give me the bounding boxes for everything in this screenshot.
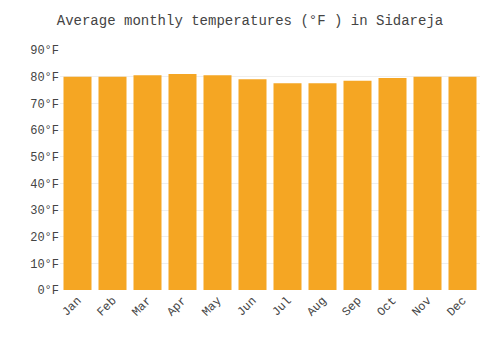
svg-text:Aug: Aug [304,294,329,319]
svg-text:Jul: Jul [269,294,294,319]
svg-text:0°F: 0°F [37,284,59,298]
svg-text:May: May [199,294,224,319]
svg-text:Mar: Mar [129,294,154,319]
svg-text:Sep: Sep [339,294,364,319]
svg-text:Nov: Nov [409,294,434,319]
svg-text:30°F: 30°F [30,204,59,218]
svg-text:Jan: Jan [59,294,84,319]
svg-text:Oct: Oct [374,294,399,319]
svg-text:10°F: 10°F [30,258,59,272]
svg-text:50°F: 50°F [30,151,59,165]
svg-text:20°F: 20°F [30,231,59,245]
svg-text:Feb: Feb [94,294,119,319]
svg-text:Apr: Apr [164,294,189,319]
svg-text:80°F: 80°F [30,71,59,85]
svg-text:90°F: 90°F [30,44,59,58]
svg-text:40°F: 40°F [30,178,59,192]
svg-text:Jun: Jun [234,294,259,319]
svg-text:70°F: 70°F [30,98,59,112]
svg-text:Average monthly temperatures (: Average monthly temperatures (°F ) in Si… [57,13,443,29]
svg-text:Dec: Dec [444,294,469,319]
svg-text:60°F: 60°F [30,124,59,138]
